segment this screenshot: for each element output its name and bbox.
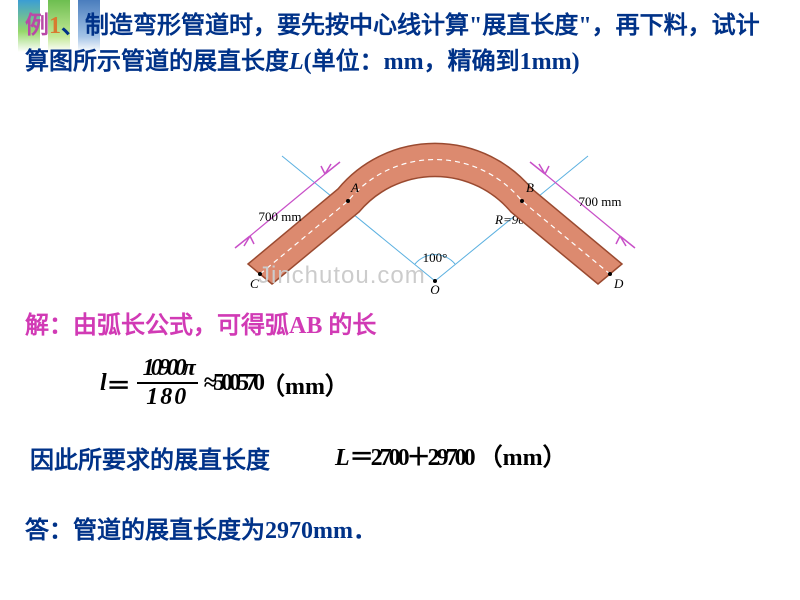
total-length-formula: L＝2700＋29700 （mm） xyxy=(335,437,567,472)
watermark-text: Jinchutou.com xyxy=(258,262,426,290)
formula1-unit: （mm） xyxy=(261,366,349,401)
problem-text-2: (单位： xyxy=(304,49,384,75)
point-B-label: B xyxy=(526,180,534,195)
answer-text: 答：管道的展直长度为2970mm． xyxy=(25,510,377,545)
formula2-L: L xyxy=(335,445,350,471)
problem-statement: 例1、制造弯形管道时，要先按中心线计算"展直长度"，再下料，试计算图所示管道的展… xyxy=(25,8,775,80)
therefore-text: 因此所要求的展直长度 xyxy=(30,440,270,475)
fraction: 10900π 180 xyxy=(137,355,198,411)
arrow-left-bot xyxy=(235,236,254,248)
problem-text-end: ) xyxy=(572,49,580,75)
angle-label: 100° xyxy=(423,250,448,265)
problem-text-3: ，精确到 xyxy=(424,49,520,75)
var-L: L xyxy=(289,49,304,75)
formula2-unit: （mm） xyxy=(479,445,567,471)
arc-length-formula: l ＝ 10900π 180 ≈500570 （mm） xyxy=(100,355,349,411)
formula2-rest: ＝2700＋29700 xyxy=(350,445,473,471)
point-A-dot xyxy=(346,199,350,203)
example-label: 例 xyxy=(25,13,49,39)
arrow-left-top xyxy=(321,162,340,174)
example-number: 1 xyxy=(49,13,61,39)
arrow-right-bot xyxy=(616,236,635,248)
formula1-l: l xyxy=(100,370,107,397)
formula1-approx: ≈500570 xyxy=(204,370,261,397)
right-straight-label: 700 mm xyxy=(579,194,622,209)
problem-unit: mm xyxy=(384,49,424,75)
fraction-numerator: 10900π xyxy=(137,355,198,384)
point-D-label: D xyxy=(613,276,624,291)
point-B-dot xyxy=(520,199,524,203)
left-straight-label: 700 mm xyxy=(259,209,302,224)
arrow-right-top xyxy=(530,162,549,174)
fraction-denominator: 180 xyxy=(140,384,194,411)
point-D-dot xyxy=(608,272,612,276)
solution-intro: 解：由弧长公式，可得弧AB 的长 xyxy=(25,305,376,340)
formula1-eq: ＝ xyxy=(107,366,131,401)
point-A-label: A xyxy=(350,180,359,195)
problem-precision: 1mm xyxy=(520,49,572,75)
point-O-label: O xyxy=(430,282,440,296)
point-O-dot xyxy=(433,279,437,283)
